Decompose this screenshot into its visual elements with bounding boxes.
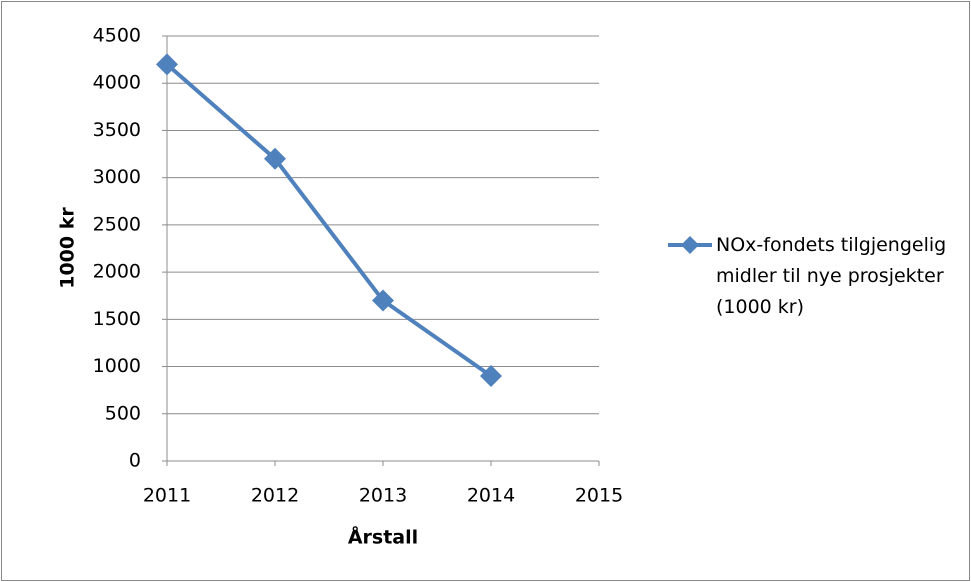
y-tick-label: 1000: [93, 355, 141, 377]
data-point: [156, 53, 178, 76]
legend-marker: [681, 236, 699, 254]
x-tick-label: 2013: [359, 485, 407, 507]
y-axis-label: 1000 kr: [57, 207, 79, 289]
y-tick-label: 4000: [93, 72, 141, 94]
x-tick-label: 2015: [575, 485, 623, 507]
y-tick-label: 3000: [93, 166, 141, 188]
data-point: [480, 365, 502, 387]
legend-label: NOx-fondets tilgjengelig midler til nye …: [716, 234, 947, 318]
y-tick-label: 2000: [93, 261, 141, 283]
data-point: [372, 289, 394, 312]
x-tick-label: 2012: [251, 485, 299, 507]
y-tick-label: 3500: [93, 119, 141, 141]
data-point: [264, 147, 286, 170]
x-tick-label: 2011: [143, 485, 191, 507]
y-tick-label: 0: [129, 450, 141, 472]
x-tick-label: 2014: [467, 485, 515, 507]
series-line: [165, 62, 493, 378]
y-tick-label: 1500: [93, 308, 141, 330]
x-axis-label: Årstall: [348, 525, 418, 549]
y-tick-label: 4500: [93, 25, 141, 47]
y-tick-label: 2500: [93, 213, 141, 235]
y-tick-label: 500: [105, 402, 141, 424]
